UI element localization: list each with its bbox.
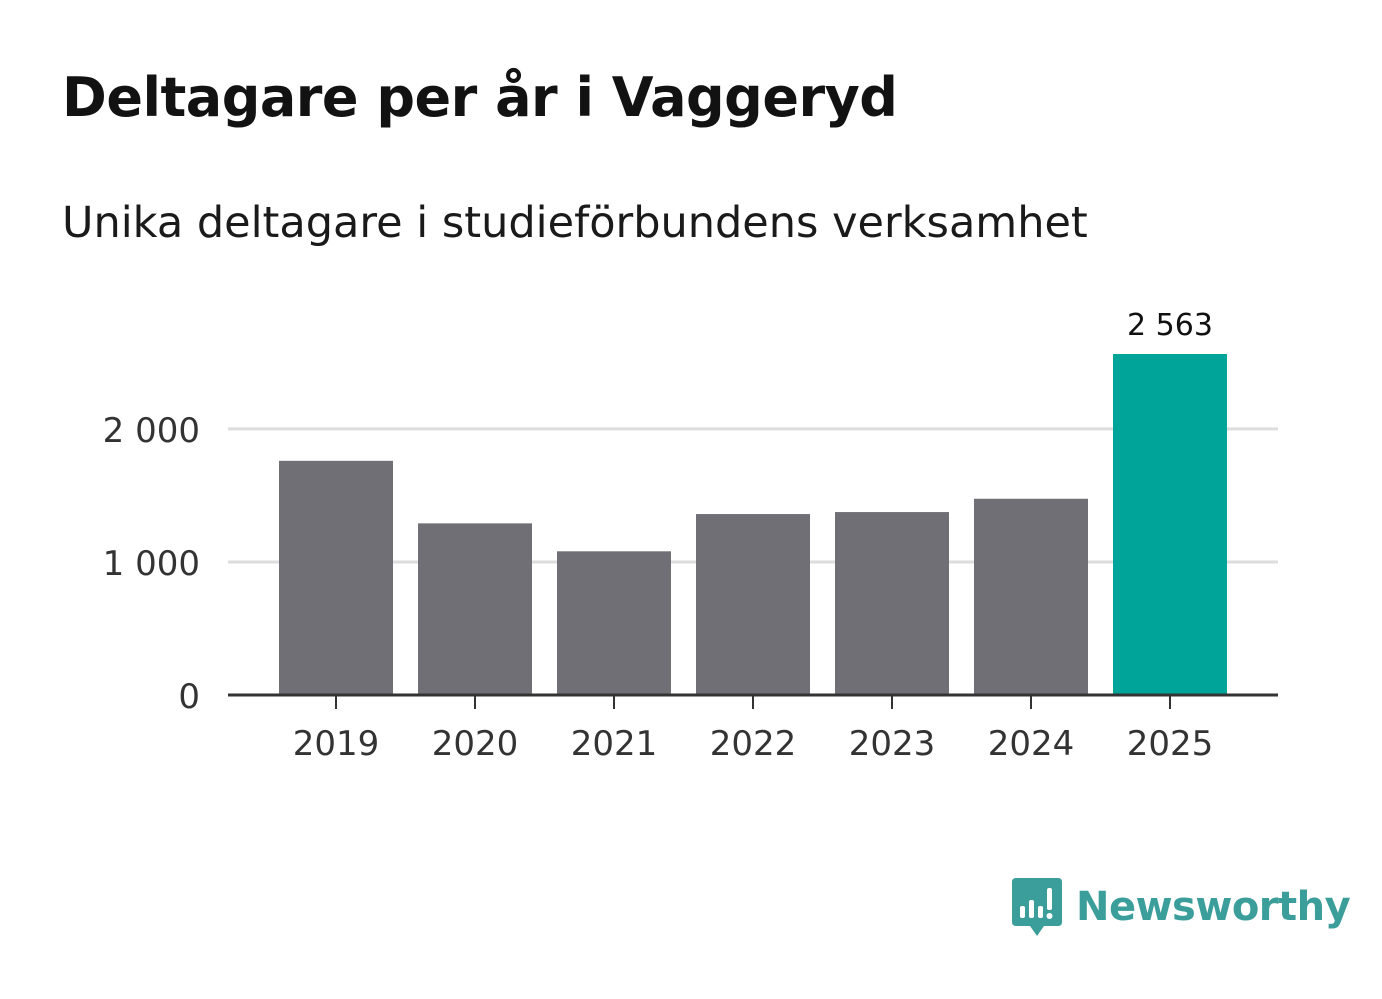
x-axis xyxy=(228,693,1278,709)
data-label: 2 563 xyxy=(1127,308,1213,343)
newsworthy-logo: Newsworthy xyxy=(1010,876,1351,938)
y-tick-label: 2 000 xyxy=(103,411,200,451)
bar-2025 xyxy=(1113,354,1227,695)
y-tick-label: 0 xyxy=(178,677,200,717)
bar-2022 xyxy=(696,514,810,695)
bar-2023 xyxy=(835,512,949,695)
x-tick-label: 2022 xyxy=(710,724,797,764)
newsworthy-logo-icon xyxy=(1012,878,1062,936)
x-tick-label: 2020 xyxy=(432,724,519,764)
x-tick-label: 2019 xyxy=(293,724,380,764)
bar-2024 xyxy=(974,498,1088,695)
x-tick-label: 2024 xyxy=(988,724,1075,764)
y-tick-label: 1 000 xyxy=(103,544,200,584)
bar-2021 xyxy=(557,551,671,695)
x-tick-label: 2023 xyxy=(849,724,936,764)
brand-name: Newsworthy xyxy=(1076,884,1351,930)
x-tick-label: 2021 xyxy=(571,724,658,764)
chart-subtitle: Unika deltagare i studieförbundens verks… xyxy=(62,198,1088,248)
bar-2019 xyxy=(279,460,393,695)
x-tick-label: 2025 xyxy=(1127,724,1214,764)
chart-title: Deltagare per år i Vaggeryd xyxy=(62,66,898,129)
labels: 0 1 000 2 000 2019 2020 2021 2022 2023 2024 2025 2… xyxy=(103,308,1214,764)
bar-2020 xyxy=(418,523,532,695)
bars xyxy=(279,354,1227,695)
